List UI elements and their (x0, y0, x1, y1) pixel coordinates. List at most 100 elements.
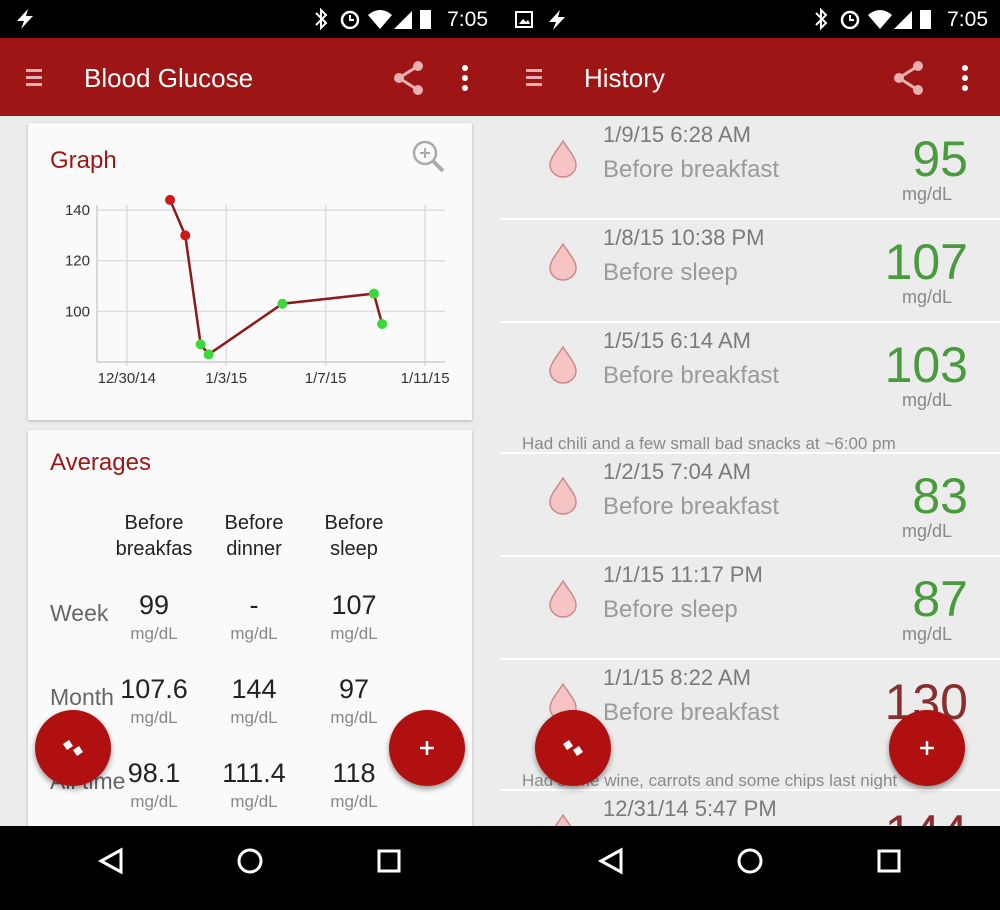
menu-button[interactable] (526, 68, 544, 88)
entry-meal: Before breakfast (603, 699, 780, 726)
average-value: 144 (231, 674, 277, 704)
history-entry[interactable]: 1/2/15 7:04 AM Before breakfast 83 mg/dL (500, 453, 1000, 555)
add-button[interactable] (889, 710, 965, 786)
zoom-button[interactable] (410, 139, 446, 175)
data-point (165, 194, 176, 205)
glucose-graph: 100 120 140 12/30/14 1/3/15 1/7/15 1/11/15 (65, 194, 450, 387)
back-button[interactable] (97, 847, 123, 875)
separator (500, 218, 1000, 220)
graph-card: Graph (28, 123, 472, 420)
data-point (277, 298, 288, 309)
fab-icon (420, 741, 434, 755)
overflow-menu[interactable] (960, 64, 970, 92)
unit-label: mg/dL (901, 390, 952, 410)
entry-datetime: 1/9/15 6:28 AM (603, 122, 751, 147)
unit-label: mg/dL (330, 708, 378, 727)
left-screen: 7:05 Blood Glucose Graph 100 120 140 12/30/… (0, 0, 500, 910)
recents-button[interactable] (877, 849, 901, 873)
data-point (180, 230, 191, 241)
entry-note: Had chili and a few small bad snacks at … (522, 434, 896, 453)
drop-icon (549, 242, 577, 281)
nav-buttons (597, 847, 901, 875)
separator (500, 555, 1000, 557)
entry-value: 87 (912, 571, 968, 627)
nav-bar (500, 826, 1000, 910)
compare-button[interactable] (35, 710, 111, 786)
data-point (368, 288, 379, 299)
home-button[interactable] (737, 848, 763, 874)
entry-value: 107 (884, 234, 968, 290)
drop-icon (549, 139, 577, 178)
entry-datetime: 12/31/14 5:47 PM (603, 796, 777, 821)
app-title: History (584, 63, 665, 93)
unit-label: mg/dL (901, 287, 952, 307)
recents-button[interactable] (377, 849, 401, 873)
unit-label: mg/dL (230, 792, 278, 811)
row-label: Month (50, 684, 114, 710)
entry-meal: Before sleep (603, 596, 738, 623)
row-label: Week (50, 600, 109, 626)
charging-icon (17, 9, 33, 29)
app-title: Blood Glucose (84, 63, 254, 93)
data-line (168, 199, 384, 357)
compare-button[interactable] (535, 710, 611, 786)
app-bar: Blood Glucose (0, 38, 500, 116)
unit-label: mg/dL (130, 624, 178, 643)
x-tick-label: 12/30/14 (98, 370, 156, 387)
drop-icon (549, 345, 577, 384)
menu-button[interactable] (26, 68, 44, 88)
x-tick-label: 1/7/15 (305, 370, 347, 387)
history-entry[interactable]: 1/5/15 6:14 AM Before breakfast 103 mg/dL (500, 322, 1000, 424)
unit-label: mg/dL (901, 624, 952, 644)
y-tick-label: 120 (65, 253, 90, 270)
unit-label: mg/dL (901, 521, 952, 541)
column-header: Before sleep (324, 512, 384, 560)
entry-value: 83 (912, 468, 968, 524)
y-tick-label: 100 (65, 303, 90, 320)
back-button[interactable] (597, 847, 623, 875)
share-button[interactable] (892, 60, 926, 96)
share-button[interactable] (392, 60, 426, 96)
data-point (203, 349, 214, 360)
unit-label: mg/dL (330, 624, 378, 643)
separator (500, 452, 1000, 454)
fab-icon (563, 740, 583, 756)
data-point (377, 319, 388, 330)
entry-value: 95 (912, 131, 968, 187)
history-entry[interactable]: 1/9/15 6:28 AM Before breakfast 95 mg/dL (500, 116, 1000, 218)
entry-datetime: 1/1/15 8:22 AM (603, 665, 751, 690)
history-entry[interactable]: 1/1/15 11:17 PM Before sleep 87 mg/dL (500, 556, 1000, 658)
entry-datetime: 1/8/15 10:38 PM (603, 225, 765, 250)
entry-datetime: 1/1/15 11:17 PM (603, 562, 763, 587)
add-button[interactable] (389, 710, 465, 786)
separator (500, 321, 1000, 323)
drop-icon (554, 813, 572, 826)
unit-label: mg/dL (230, 708, 278, 727)
average-value: 107 (331, 590, 377, 620)
average-value: - (249, 590, 259, 620)
entry-meal: Before breakfast (603, 362, 780, 389)
fab-icon (63, 740, 83, 756)
right-screen: 1/9/15 6:28 AM Before breakfast 95 mg/dL 1/8… (500, 0, 1000, 910)
column-header: Before breakfas (115, 512, 193, 560)
card-title: Graph (50, 147, 117, 174)
home-button[interactable] (237, 848, 263, 874)
notification-icons (515, 10, 565, 30)
drop-icon (549, 579, 577, 618)
average-value: 118 (332, 758, 376, 788)
overflow-menu[interactable] (460, 64, 470, 92)
card-title: Averages (50, 449, 151, 476)
status-icons (815, 7, 931, 31)
entry-datetime: 1/2/15 7:04 AM (603, 459, 751, 484)
clock: 7:05 (447, 8, 488, 31)
nav-buttons (97, 847, 401, 875)
status-bar: 7:05 (0, 0, 500, 38)
average-value: 97 (338, 674, 370, 704)
unit-label: mg/dL (901, 184, 952, 204)
history-entry[interactable]: 1/8/15 10:38 PM Before sleep 107 mg/dL (500, 219, 1000, 321)
nav-bar (0, 826, 500, 910)
entry-datetime: 1/5/15 6:14 AM (603, 328, 751, 353)
unit-label: mg/dL (130, 792, 178, 811)
